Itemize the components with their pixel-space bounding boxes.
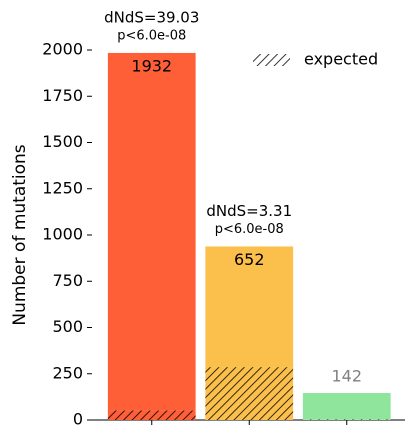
- bar-segment: [205, 246, 294, 368]
- p-label: p<6.0e-08: [215, 222, 284, 237]
- y-tick-label: 1000: [42, 225, 83, 244]
- y-tick-label: 0: [73, 410, 83, 429]
- legend-swatch: [253, 54, 290, 66]
- p-label: p<6.0e-08: [117, 28, 186, 43]
- bar-segment: [302, 392, 391, 420]
- bar-hatch: [107, 410, 196, 420]
- y-tick-label: 750: [52, 271, 83, 290]
- bar-hatch: [205, 367, 294, 420]
- y-axis-label: Number of mutations: [10, 144, 30, 325]
- data-label: 1932: [131, 56, 172, 75]
- y-tick-label: 250: [52, 363, 83, 382]
- bar-segment: [107, 52, 196, 411]
- data-label: 652: [234, 250, 265, 269]
- bar-hatch: [302, 419, 391, 420]
- y-tick-label: 2000: [42, 40, 83, 59]
- y-tick-label: 1500: [42, 132, 83, 151]
- data-label: 142: [331, 366, 362, 385]
- legend-label: expected: [304, 50, 378, 69]
- dnds-label: dNdS=3.31: [206, 202, 292, 220]
- y-tick-label: 1250: [42, 178, 83, 197]
- dnds-label: dNdS=39.03: [104, 8, 199, 26]
- y-tick-label: 1750: [42, 86, 83, 105]
- y-tick-label: 500: [52, 317, 83, 336]
